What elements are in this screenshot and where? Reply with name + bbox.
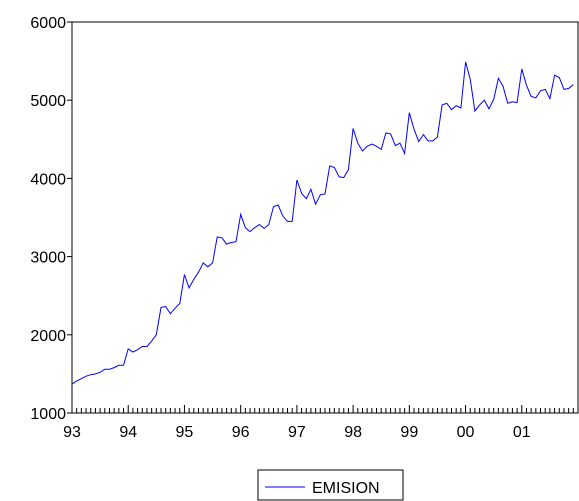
y-tick-label: 6000 [30,15,66,32]
x-tick-label: 94 [119,424,137,441]
x-tick-label: 99 [400,424,418,441]
y-axis: 1000 2000 3000 4000 5000 6000 [30,15,72,423]
x-tick-label: 93 [63,424,81,441]
x-tick-label: 01 [513,424,531,441]
legend: EMISION [257,469,404,501]
y-tick-label: 4000 [30,171,66,188]
y-tick-label: 3000 [30,250,66,267]
legend-box [257,469,404,501]
legend-label: EMISION [312,480,380,497]
plot-border [71,21,579,414]
x-tick-label: 98 [344,424,362,441]
series-line-emision [71,61,574,385]
x-tick-label: 97 [288,424,306,441]
x-tick-label: 95 [176,424,194,441]
plot-frame [71,21,579,414]
x-axis: 93 94 95 96 97 98 99 00 01 [63,405,579,441]
y-tick-label: 1000 [30,406,66,423]
y-tick-label: 2000 [30,328,66,345]
x-tick-label: 96 [232,424,250,441]
x-tick-label: 00 [457,424,475,441]
y-tick-label: 5000 [30,93,66,110]
series-lines [71,61,574,385]
